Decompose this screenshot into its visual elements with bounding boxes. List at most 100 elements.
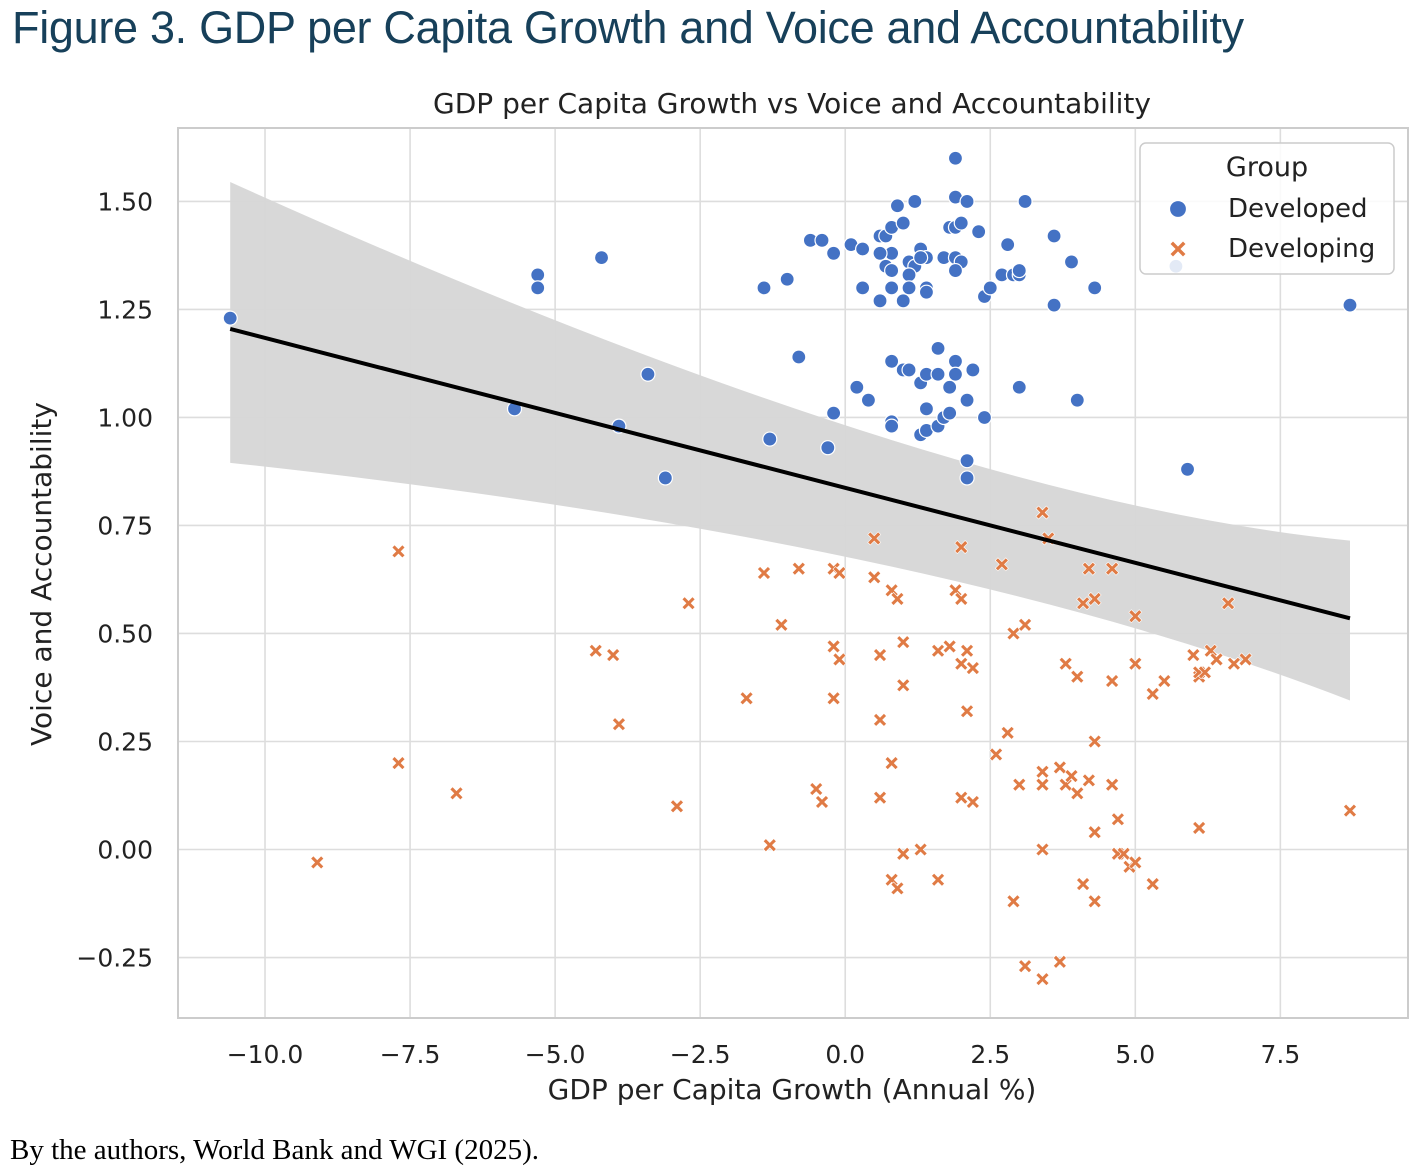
point-developed <box>918 284 935 300</box>
point-developed <box>1179 461 1196 477</box>
point-developing <box>1238 652 1253 667</box>
point-developed <box>907 193 923 210</box>
point-developing <box>1209 652 1224 667</box>
point-developing <box>873 790 887 805</box>
point-developing <box>1145 687 1160 701</box>
point-developed <box>530 280 546 296</box>
x-tick-labels: −10.0 −7.5 −5.0 −2.5 0.0 2.5 5.0 7.5 <box>227 1040 1301 1069</box>
x-tick-label: 5.0 <box>1115 1040 1155 1069</box>
point-developing <box>391 756 406 771</box>
point-developed <box>901 362 917 378</box>
legend-box <box>1139 142 1395 275</box>
point-developed <box>1000 237 1016 253</box>
point-developed <box>1342 297 1358 313</box>
point-developing <box>1052 760 1067 775</box>
point-developed <box>982 280 998 296</box>
point-developed <box>959 392 975 408</box>
point-developed <box>930 366 946 382</box>
legend-title: Group <box>1226 152 1308 183</box>
point-developed <box>965 362 981 378</box>
point-developing <box>1052 954 1067 969</box>
point-developing <box>826 639 841 654</box>
point-developed <box>222 310 238 326</box>
point-developed <box>895 215 911 231</box>
point-developed <box>756 280 772 296</box>
point-developing <box>1186 648 1201 663</box>
point-developing <box>1035 505 1050 520</box>
point-developed <box>884 262 900 279</box>
point-developed <box>791 349 807 365</box>
point-developed <box>953 215 969 231</box>
point-developing <box>1105 561 1120 576</box>
y-tick-label: 0.00 <box>97 836 153 865</box>
point-developing <box>1000 725 1015 740</box>
point-developed <box>971 224 987 240</box>
point-developed <box>913 250 929 266</box>
point-developed <box>901 267 917 283</box>
point-developing <box>954 540 969 555</box>
legend-marker-developing <box>1169 240 1187 258</box>
point-developed <box>1011 262 1027 279</box>
x-tick-label: 0.0 <box>825 1040 865 1069</box>
point-developed <box>640 366 656 382</box>
point-developed <box>884 418 900 434</box>
point-developing <box>1035 777 1050 792</box>
y-axis-label: Voice and Accountability <box>25 402 58 746</box>
point-developed <box>959 453 975 469</box>
point-developed <box>814 232 830 248</box>
point-developed <box>884 280 900 296</box>
point-developing <box>612 717 626 732</box>
y-tick-label: 0.50 <box>97 619 153 648</box>
point-developed <box>947 366 964 382</box>
point-developed <box>762 431 778 447</box>
point-developing <box>873 648 887 663</box>
point-developing <box>873 712 887 727</box>
legend-label-developing: Developing <box>1228 234 1375 264</box>
regression-line <box>229 326 1351 621</box>
point-developed <box>947 150 964 166</box>
point-developed <box>593 250 610 266</box>
point-developing <box>1081 561 1096 576</box>
point-developed <box>947 353 964 369</box>
point-developing <box>832 652 847 667</box>
point-developing <box>954 790 969 805</box>
point-developed <box>1087 280 1103 296</box>
point-developed <box>1046 297 1062 313</box>
point-developing <box>1343 803 1357 818</box>
point-developing <box>1018 959 1033 974</box>
legend: Group Developed Developing <box>1139 142 1395 275</box>
point-developing <box>670 799 684 814</box>
scatter-chart: −10.0 −7.5 −5.0 −2.5 0.0 2.5 5.0 7.5 −0.25 0.00 0… <box>25 87 1409 1106</box>
y-tick-labels: −0.25 0.00 0.25 0.50 0.75 1.00 1.25 1.50 <box>76 187 153 972</box>
point-developing <box>965 661 980 675</box>
x-tick-label: −10.0 <box>227 1040 304 1069</box>
point-developed <box>657 470 673 486</box>
point-developing <box>1070 669 1085 684</box>
point-developing <box>1105 674 1120 688</box>
point-developed <box>1046 228 1062 244</box>
point-developing <box>896 846 911 861</box>
point-developing <box>1087 894 1102 909</box>
point-developing <box>896 678 911 693</box>
point-developed <box>942 405 958 421</box>
point-developing <box>1087 734 1102 749</box>
y-tick-label: 1.25 <box>97 295 153 324</box>
point-developing <box>391 544 406 559</box>
point-developing <box>310 855 325 870</box>
point-developed <box>959 193 975 210</box>
point-developing <box>1081 773 1096 788</box>
point-developing <box>826 691 841 706</box>
point-developing <box>1227 656 1241 671</box>
point-developing <box>1157 674 1172 688</box>
point-developed <box>930 340 946 356</box>
point-developing <box>762 838 777 853</box>
x-tick-label: −7.5 <box>380 1040 441 1069</box>
point-developing <box>1087 591 1102 606</box>
point-developing <box>960 704 974 719</box>
point-developing <box>896 635 911 650</box>
x-tick-label: 2.5 <box>970 1040 1010 1069</box>
point-developed <box>1011 379 1027 395</box>
point-developing <box>884 756 899 771</box>
point-developed <box>872 293 888 309</box>
point-developed <box>530 267 546 283</box>
